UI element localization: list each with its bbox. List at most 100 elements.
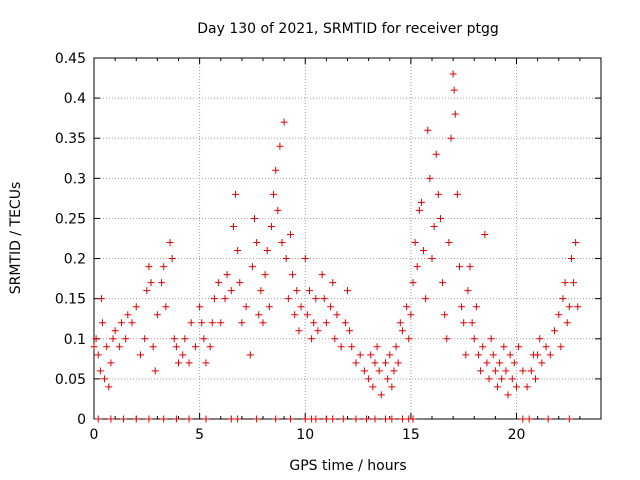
x-tick-label: 10 bbox=[296, 427, 314, 443]
data-point bbox=[489, 351, 497, 359]
data-point bbox=[375, 367, 383, 375]
data-point bbox=[413, 263, 421, 271]
data-point bbox=[257, 287, 265, 295]
data-point bbox=[474, 351, 482, 359]
data-point bbox=[403, 303, 411, 311]
data-point bbox=[263, 247, 271, 255]
data-point bbox=[470, 335, 478, 343]
data-point bbox=[103, 343, 111, 351]
y-tick-label: 0.1 bbox=[64, 332, 86, 348]
data-point bbox=[439, 279, 447, 287]
data-point bbox=[234, 415, 242, 423]
data-point bbox=[371, 415, 379, 423]
data-point bbox=[538, 359, 546, 367]
data-point bbox=[145, 415, 153, 423]
data-point bbox=[172, 343, 180, 351]
data-point bbox=[274, 206, 282, 214]
data-point bbox=[536, 335, 544, 343]
data-point bbox=[468, 319, 476, 327]
data-point bbox=[314, 327, 322, 335]
data-point bbox=[198, 319, 206, 327]
data-point bbox=[500, 343, 508, 351]
data-point bbox=[132, 303, 140, 311]
data-point bbox=[215, 279, 223, 287]
data-point bbox=[301, 415, 309, 423]
data-point bbox=[136, 351, 144, 359]
y-tick-label: 0.2 bbox=[64, 252, 86, 268]
data-point bbox=[515, 343, 523, 351]
chart-title: Day 130 of 2021, SRMTID for receiver ptg… bbox=[197, 21, 499, 37]
data-points bbox=[90, 70, 582, 423]
data-point bbox=[346, 327, 354, 335]
x-tick-label: 15 bbox=[402, 427, 420, 443]
data-point bbox=[202, 359, 210, 367]
data-point bbox=[460, 319, 468, 327]
data-point bbox=[94, 351, 102, 359]
data-point bbox=[455, 263, 463, 271]
data-point bbox=[295, 327, 303, 335]
data-point bbox=[124, 311, 132, 319]
data-point bbox=[432, 150, 440, 158]
data-point bbox=[450, 86, 458, 94]
data-point bbox=[409, 279, 417, 287]
data-point bbox=[546, 351, 554, 359]
data-point bbox=[261, 271, 269, 279]
data-point bbox=[519, 367, 527, 375]
y-axis-label: SRMTID / TECUs bbox=[8, 182, 24, 295]
data-point bbox=[534, 351, 542, 359]
data-point bbox=[223, 271, 231, 279]
data-point bbox=[574, 303, 582, 311]
data-point bbox=[483, 359, 491, 367]
data-point bbox=[98, 319, 106, 327]
data-point bbox=[352, 415, 360, 423]
data-point bbox=[508, 375, 516, 383]
data-point bbox=[398, 415, 406, 423]
data-point bbox=[458, 303, 466, 311]
data-point bbox=[305, 287, 313, 295]
y-tick-label: 0.15 bbox=[55, 292, 86, 308]
data-point bbox=[561, 279, 569, 287]
data-point bbox=[443, 335, 451, 343]
data-point bbox=[286, 230, 294, 238]
data-point bbox=[377, 391, 385, 399]
data-point bbox=[462, 351, 470, 359]
data-point bbox=[422, 295, 430, 303]
data-point bbox=[153, 311, 161, 319]
data-point bbox=[565, 415, 573, 423]
data-point bbox=[356, 351, 364, 359]
data-point bbox=[251, 214, 259, 222]
y-tick-label: 0.3 bbox=[64, 171, 86, 187]
data-point bbox=[565, 303, 573, 311]
data-point bbox=[426, 174, 434, 182]
data-point bbox=[185, 415, 193, 423]
data-point bbox=[221, 295, 229, 303]
data-point bbox=[447, 134, 455, 142]
data-point bbox=[493, 383, 501, 391]
data-point bbox=[424, 126, 432, 134]
data-point bbox=[502, 367, 510, 375]
data-point bbox=[453, 190, 461, 198]
data-point bbox=[282, 255, 290, 263]
data-point bbox=[445, 239, 453, 247]
data-point bbox=[132, 415, 140, 423]
data-point bbox=[200, 335, 208, 343]
data-point bbox=[267, 222, 275, 230]
data-point bbox=[339, 415, 347, 423]
data-point bbox=[318, 271, 326, 279]
data-point bbox=[348, 343, 356, 351]
data-point bbox=[563, 319, 571, 327]
data-point bbox=[544, 415, 552, 423]
data-point bbox=[411, 239, 419, 247]
data-point bbox=[109, 335, 117, 343]
data-point bbox=[407, 311, 415, 319]
data-point bbox=[128, 319, 136, 327]
data-point bbox=[297, 303, 305, 311]
data-point bbox=[94, 415, 102, 423]
data-point bbox=[238, 319, 246, 327]
data-point bbox=[145, 263, 153, 271]
data-point bbox=[117, 319, 125, 327]
data-point bbox=[270, 190, 278, 198]
data-point bbox=[436, 214, 444, 222]
data-point bbox=[322, 415, 330, 423]
